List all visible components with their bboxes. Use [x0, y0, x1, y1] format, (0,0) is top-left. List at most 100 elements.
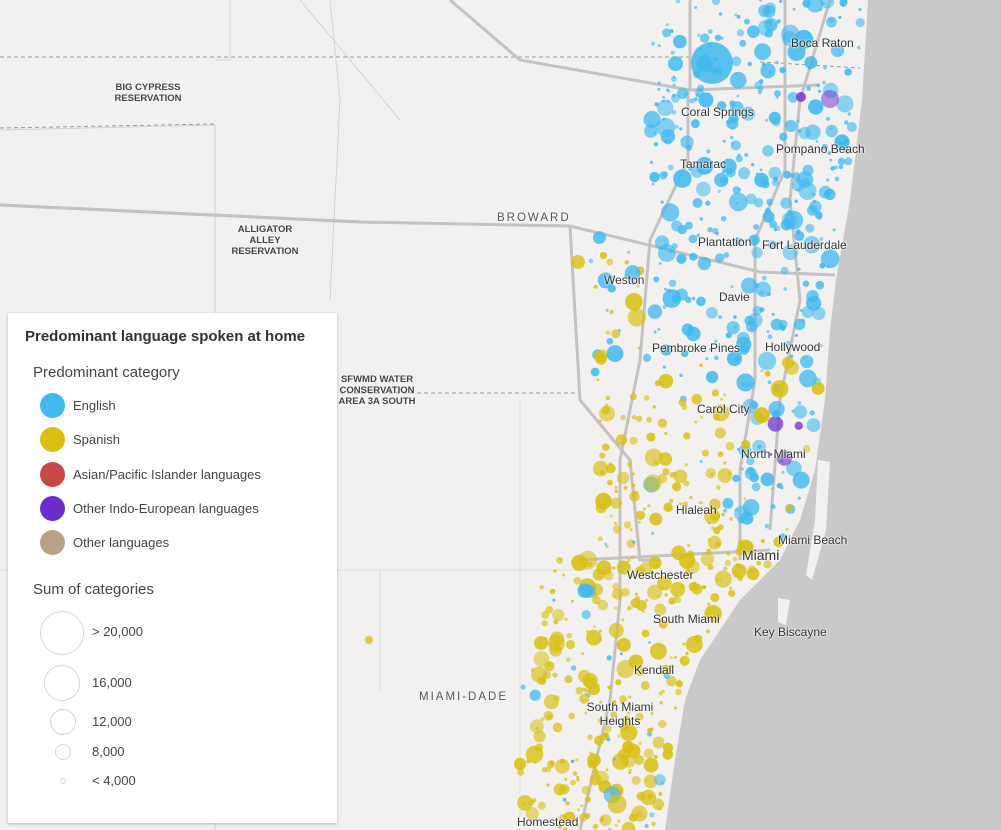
- tract-symbol[interactable]: [668, 498, 674, 504]
- tract-symbol[interactable]: [623, 521, 632, 529]
- tract-symbol[interactable]: [547, 634, 565, 653]
- tract-symbol[interactable]: [797, 496, 801, 500]
- tract-symbol[interactable]: [806, 86, 811, 91]
- tract-symbol[interactable]: [598, 629, 602, 633]
- tract-symbol[interactable]: [592, 625, 597, 629]
- tract-symbol[interactable]: [513, 757, 527, 771]
- tract-symbol[interactable]: [651, 821, 656, 827]
- tract-symbol[interactable]: [773, 176, 779, 182]
- tract-symbol[interactable]: [624, 265, 641, 281]
- tract-symbol[interactable]: [710, 593, 720, 603]
- tract-symbol[interactable]: [552, 598, 556, 602]
- tract-symbol[interactable]: [637, 520, 641, 524]
- tract-symbol[interactable]: [699, 217, 703, 221]
- tract-symbol[interactable]: [770, 503, 776, 510]
- tract-symbol[interactable]: [606, 737, 611, 742]
- tract-symbol[interactable]: [601, 443, 610, 452]
- tract-symbol[interactable]: [606, 655, 612, 661]
- tract-symbol[interactable]: [679, 127, 683, 131]
- tract-symbol[interactable]: [589, 773, 602, 786]
- tract-symbol[interactable]: [735, 336, 752, 353]
- tract-symbol[interactable]: [670, 50, 675, 55]
- tract-symbol[interactable]: [641, 609, 645, 613]
- tract-symbol[interactable]: [520, 684, 526, 690]
- tract-symbol[interactable]: [699, 460, 703, 464]
- tract-symbol[interactable]: [725, 441, 735, 451]
- tract-symbol[interactable]: [605, 768, 609, 772]
- tract-symbol[interactable]: [631, 483, 636, 488]
- tract-symbol[interactable]: [787, 91, 799, 103]
- tract-symbol[interactable]: [667, 89, 671, 93]
- tract-symbol[interactable]: [715, 253, 725, 263]
- tract-symbol[interactable]: [668, 248, 673, 253]
- tract-symbol[interactable]: [689, 495, 693, 500]
- tract-symbol[interactable]: [610, 497, 623, 509]
- tract-symbol[interactable]: [671, 76, 677, 83]
- tract-symbol[interactable]: [662, 304, 667, 309]
- tract-symbol[interactable]: [729, 71, 747, 89]
- tract-symbol[interactable]: [565, 639, 576, 650]
- tract-symbol[interactable]: [671, 545, 687, 561]
- tract-symbol[interactable]: [658, 791, 663, 796]
- tract-symbol[interactable]: [839, 0, 848, 7]
- tract-symbol[interactable]: [693, 97, 698, 102]
- tract-symbol[interactable]: [517, 795, 533, 811]
- tract-symbol[interactable]: [682, 501, 688, 507]
- tract-symbol[interactable]: [587, 734, 593, 740]
- tract-symbol[interactable]: [697, 33, 701, 37]
- tract-symbol[interactable]: [549, 588, 556, 595]
- tract-symbol[interactable]: [592, 823, 599, 830]
- tract-symbol[interactable]: [705, 357, 709, 361]
- tract-symbol[interactable]: [760, 472, 775, 487]
- tract-symbol[interactable]: [797, 41, 801, 45]
- tract-symbol[interactable]: [756, 560, 762, 566]
- tract-symbol[interactable]: [673, 34, 687, 49]
- tract-symbol[interactable]: [716, 101, 727, 111]
- tract-symbol[interactable]: [627, 711, 631, 715]
- tract-symbol[interactable]: [594, 735, 605, 746]
- tract-symbol[interactable]: [811, 192, 816, 197]
- tract-symbol[interactable]: [806, 205, 818, 216]
- tract-symbol[interactable]: [731, 126, 735, 130]
- tract-symbol[interactable]: [701, 584, 707, 590]
- tract-symbol[interactable]: [647, 304, 663, 319]
- tract-symbol[interactable]: [753, 224, 760, 230]
- tract-symbol[interactable]: [610, 711, 617, 718]
- tract-symbol[interactable]: [597, 272, 614, 289]
- tract-symbol[interactable]: [796, 92, 806, 102]
- tract-symbol[interactable]: [607, 685, 612, 690]
- tract-symbol[interactable]: [753, 407, 770, 424]
- tract-symbol[interactable]: [643, 395, 650, 401]
- tract-symbol[interactable]: [742, 382, 746, 387]
- tract-symbol[interactable]: [606, 463, 616, 474]
- tract-symbol[interactable]: [779, 325, 786, 331]
- tract-symbol[interactable]: [579, 693, 590, 704]
- tract-symbol[interactable]: [598, 419, 602, 423]
- tract-symbol[interactable]: [647, 584, 663, 600]
- tract-symbol[interactable]: [766, 198, 774, 206]
- tract-symbol[interactable]: [830, 43, 845, 58]
- tract-symbol[interactable]: [808, 99, 824, 115]
- tract-symbol[interactable]: [644, 823, 649, 828]
- tract-symbol[interactable]: [564, 675, 573, 684]
- tract-symbol[interactable]: [716, 485, 721, 490]
- tract-symbol[interactable]: [754, 43, 771, 61]
- tract-symbol[interactable]: [820, 249, 840, 269]
- tract-symbol[interactable]: [632, 472, 636, 476]
- tract-symbol[interactable]: [671, 110, 677, 115]
- tract-symbol[interactable]: [652, 736, 665, 749]
- tract-symbol[interactable]: [780, 266, 789, 275]
- tract-symbol[interactable]: [714, 570, 732, 588]
- tract-symbol[interactable]: [673, 169, 692, 188]
- tract-symbol[interactable]: [662, 171, 669, 177]
- tract-symbol[interactable]: [651, 531, 655, 535]
- tract-symbol[interactable]: [653, 563, 659, 569]
- tract-symbol[interactable]: [623, 485, 628, 491]
- tract-symbol[interactable]: [683, 480, 690, 487]
- tract-symbol[interactable]: [714, 427, 726, 439]
- tract-symbol[interactable]: [653, 330, 657, 334]
- tract-symbol[interactable]: [705, 370, 719, 384]
- tract-symbol[interactable]: [568, 712, 576, 720]
- tract-symbol[interactable]: [838, 15, 842, 20]
- tract-symbol[interactable]: [723, 252, 730, 258]
